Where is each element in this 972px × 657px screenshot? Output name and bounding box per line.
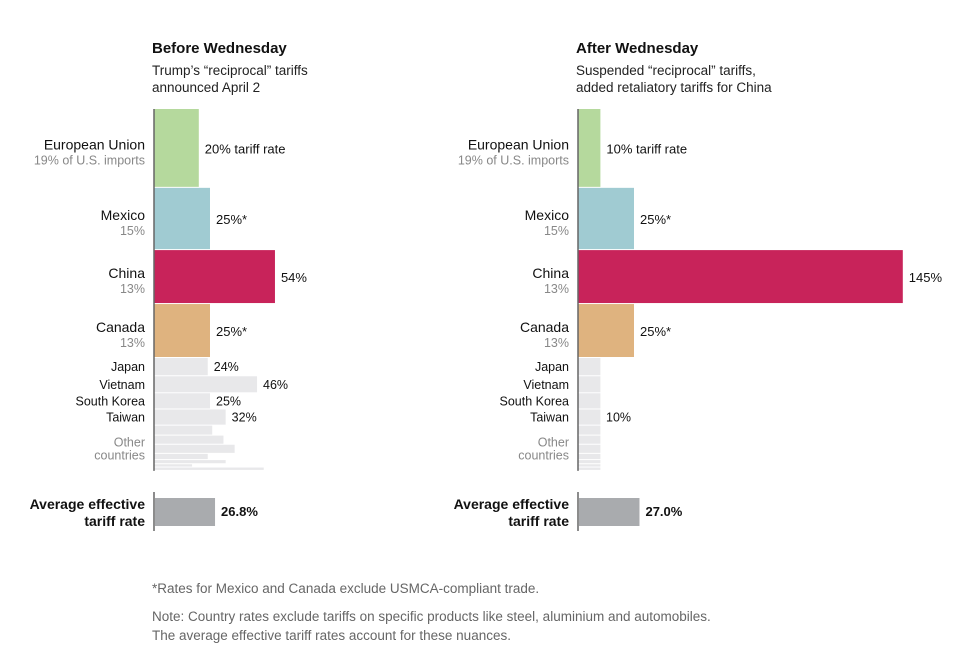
- footnote-asterisk: *Rates for Mexico and Canada exclude USM…: [152, 581, 540, 596]
- panel-title: After Wednesday: [576, 40, 699, 57]
- import-share-label: 15%: [120, 224, 145, 238]
- category-label: Taiwan: [106, 411, 145, 425]
- value-label: 25%*: [640, 324, 671, 339]
- bar-mexico: [154, 187, 210, 250]
- average-label: Average effective: [454, 496, 570, 512]
- category-label: South Korea: [500, 394, 570, 408]
- category-label: Canada: [520, 319, 569, 335]
- average-value: 27.0%: [645, 504, 682, 519]
- bar-south-korea: [578, 393, 601, 409]
- category-label: European Union: [44, 136, 145, 152]
- chart-svg: Before Wednesday Trump’s “reciprocal” tar…: [30, 40, 943, 531]
- value-label: 10% tariff rate: [606, 141, 687, 156]
- panel-title: Before Wednesday: [152, 40, 287, 57]
- bar-vietnam: [154, 376, 258, 393]
- import-share-label: 13%: [544, 336, 569, 350]
- other-countries-label: countries: [94, 449, 145, 463]
- other-countries-label: Other: [114, 436, 145, 450]
- bar-other-country: [154, 453, 208, 460]
- panel-subtitle: Suspended “reciprocal” tariffs,: [576, 63, 756, 78]
- category-label: European Union: [468, 136, 569, 152]
- value-label: 20% tariff rate: [205, 141, 286, 156]
- value-label: 10%: [606, 411, 631, 425]
- bar-vietnam: [578, 376, 601, 393]
- value-label: 46%: [263, 378, 288, 392]
- import-share-label: 13%: [544, 282, 569, 296]
- bar-other-country: [578, 444, 601, 453]
- other-countries-label: countries: [518, 449, 569, 463]
- category-label: Mexico: [101, 207, 146, 223]
- average-label: tariff rate: [508, 513, 569, 529]
- category-label: Japan: [111, 360, 145, 374]
- bar-mexico: [578, 187, 634, 250]
- value-label: 25%*: [216, 212, 247, 227]
- average-label: tariff rate: [84, 513, 145, 529]
- category-label: Mexico: [525, 207, 570, 223]
- bar-other-country: [154, 444, 235, 453]
- footnote-note-2: The average effective tariff rates accou…: [152, 628, 511, 643]
- bar-european-union: [154, 109, 199, 187]
- value-label: 24%: [214, 360, 239, 374]
- bar-other-country: [154, 464, 193, 467]
- bar-canada: [154, 304, 210, 357]
- average-bar: [155, 498, 216, 526]
- category-label: Vietnam: [99, 378, 145, 392]
- bar-other-country: [154, 435, 224, 444]
- import-share-label: 19% of U.S. imports: [458, 153, 569, 167]
- bar-japan: [154, 358, 208, 376]
- average-label: Average effective: [30, 496, 146, 512]
- bar-taiwan: [578, 409, 601, 425]
- category-label: China: [532, 265, 569, 281]
- category-label: China: [108, 265, 145, 281]
- bar-european-union: [578, 109, 601, 187]
- bar-other-country: [578, 464, 601, 467]
- category-label: Taiwan: [530, 411, 569, 425]
- import-share-label: 13%: [120, 336, 145, 350]
- value-label: 32%: [232, 411, 257, 425]
- bar-other-country: [578, 460, 601, 464]
- category-label: Japan: [535, 360, 569, 374]
- bar-other-country: [154, 425, 213, 435]
- bar-china: [578, 250, 903, 304]
- footnote-note-1: Note: Country rates exclude tariffs on s…: [152, 609, 711, 624]
- bar-other-country: [578, 425, 601, 435]
- import-share-label: 13%: [120, 282, 145, 296]
- bar-other-country: [578, 435, 601, 444]
- category-label: Vietnam: [523, 378, 569, 392]
- panel-subtitle: announced April 2: [152, 80, 260, 95]
- value-label: 25%: [216, 394, 241, 408]
- import-share-label: 15%: [544, 224, 569, 238]
- value-label: 145%: [909, 270, 943, 285]
- bar-other-country: [578, 467, 601, 470]
- category-label: Canada: [96, 319, 145, 335]
- bar-other-country: [578, 453, 601, 460]
- import-share-label: 19% of U.S. imports: [34, 153, 145, 167]
- bar-canada: [578, 304, 634, 357]
- bar-other-country: [154, 467, 264, 470]
- panel-subtitle: added retaliatory tariffs for China: [576, 80, 772, 95]
- category-label: South Korea: [76, 394, 146, 408]
- bar-other-country: [154, 460, 226, 464]
- value-label: 54%: [281, 270, 307, 285]
- bar-south-korea: [154, 393, 210, 409]
- other-countries-label: Other: [538, 436, 569, 450]
- average-value: 26.8%: [221, 504, 258, 519]
- bar-japan: [578, 358, 601, 376]
- bar-taiwan: [154, 409, 226, 425]
- average-bar: [579, 498, 640, 526]
- bar-china: [154, 250, 275, 304]
- value-label: 25%*: [216, 324, 247, 339]
- value-label: 25%*: [640, 212, 671, 227]
- panel-subtitle: Trump’s “reciprocal” tariffs: [152, 63, 308, 78]
